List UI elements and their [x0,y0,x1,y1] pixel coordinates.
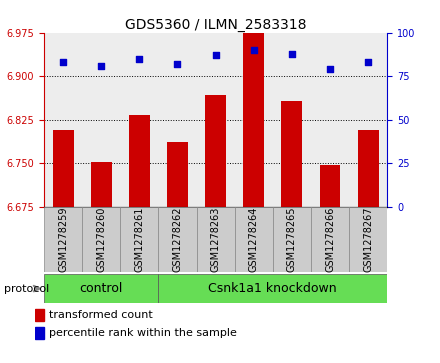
Bar [282,101,302,207]
Text: GSM1278264: GSM1278264 [249,207,259,272]
Text: GSM1278261: GSM1278261 [134,207,144,272]
Bar [205,95,226,207]
Point [59,60,66,65]
Text: GSM1278259: GSM1278259 [58,207,68,272]
Bar [273,33,311,207]
Point [326,66,334,72]
Bar [311,207,349,272]
Text: percentile rank within the sample: percentile rank within the sample [49,328,237,338]
Bar [120,33,158,207]
Bar [197,207,235,272]
Bar [235,33,273,207]
Bar [349,207,387,272]
Bar [120,207,158,272]
Bar [44,274,158,303]
Text: GSM1278266: GSM1278266 [325,207,335,272]
Text: GSM1278262: GSM1278262 [172,207,183,272]
Bar [358,130,378,207]
Point [250,47,257,53]
Bar [35,327,44,339]
Text: transformed count: transformed count [49,310,153,320]
Bar [235,207,273,272]
Bar [44,33,82,207]
Text: Csnk1a1 knockdown: Csnk1a1 knockdown [209,282,337,295]
Bar [91,162,112,207]
Point [174,61,181,67]
Point [136,56,143,62]
Text: protocol: protocol [4,284,50,294]
Text: GSM1278265: GSM1278265 [287,207,297,272]
Bar [311,33,349,207]
Bar [129,115,150,207]
Bar [197,33,235,207]
Bar [243,33,264,207]
Point [288,51,295,57]
Point [212,52,219,58]
Bar [273,207,311,272]
Bar [158,33,197,207]
Bar [158,274,387,303]
Bar [82,207,120,272]
Text: GSM1278260: GSM1278260 [96,207,106,272]
Bar [319,164,341,207]
Bar [167,142,188,207]
Text: GSM1278263: GSM1278263 [211,207,220,272]
Bar [44,207,82,272]
Bar [82,33,120,207]
Text: GSM1278267: GSM1278267 [363,207,373,272]
Bar [53,130,73,207]
Point [98,63,105,69]
Point [365,60,372,65]
Bar [35,309,44,321]
Bar [158,207,197,272]
Text: control: control [80,282,123,295]
Bar [349,33,387,207]
Title: GDS5360 / ILMN_2583318: GDS5360 / ILMN_2583318 [125,18,306,32]
